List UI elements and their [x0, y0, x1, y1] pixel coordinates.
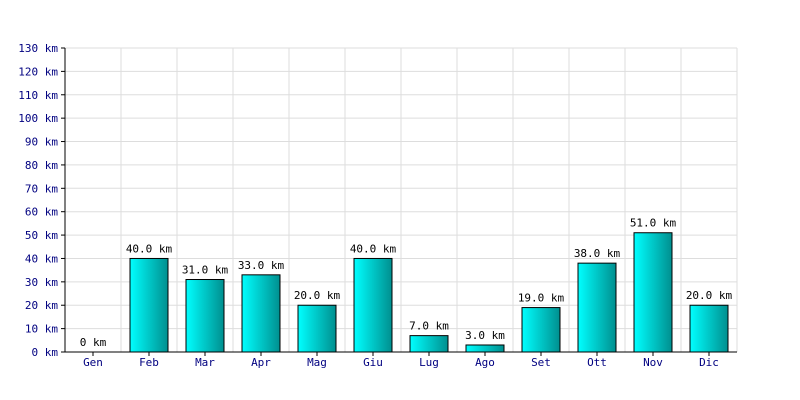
data-label-feb: 40.0 km [126, 242, 173, 255]
bar-mag [297, 304, 337, 353]
x-tick-labels: Gen Feb Mar Apr Mag Giu Lug Ago Set Ott Nov Dic [83, 356, 719, 369]
y-tick-label: 90 km [25, 136, 58, 149]
y-tick-label: 40 km [25, 252, 58, 265]
x-tick-label-nov: Nov [643, 356, 663, 369]
y-tick-label: 120 km [18, 65, 58, 78]
x-tick-label-giu: Giu [363, 356, 383, 369]
data-label-dic: 20.0 km [686, 289, 733, 302]
x-tick-label-ago: Ago [475, 356, 495, 369]
bar-dic [689, 304, 729, 353]
x-tick-label-feb: Feb [139, 356, 159, 369]
x-tick-label-mar: Mar [195, 356, 215, 369]
y-tick-label: 70 km [25, 182, 58, 195]
x-tick-label-ott: Ott [587, 356, 607, 369]
y-tick-label: 60 km [25, 206, 58, 219]
y-tick-label: 50 km [25, 229, 58, 242]
y-tick-label: 20 km [25, 299, 58, 312]
data-label-giu: 40.0 km [350, 242, 397, 255]
data-label-mag: 20.0 km [294, 289, 341, 302]
y-tick-label: 30 km [25, 276, 58, 289]
axes [61, 47, 737, 356]
bar-giu [353, 257, 393, 353]
x-tick-label-set: Set [531, 356, 551, 369]
x-tick-label-mag: Mag [307, 356, 327, 369]
y-tick-label: 110 km [18, 89, 58, 102]
data-label-ott: 38.0 km [574, 247, 621, 260]
bar-feb [129, 257, 169, 353]
data-labels: 0 km 40.0 km 31.0 km 33.0 km 20.0 km 40.0 km 7… [80, 217, 733, 349]
bar-lug [409, 335, 449, 353]
data-label-apr: 33.0 km [238, 259, 285, 272]
bar-mar [185, 279, 225, 353]
bar-apr [241, 274, 281, 353]
y-tick-label: 100 km [18, 112, 58, 125]
x-tick-label-lug: Lug [419, 356, 439, 369]
y-tick-labels: 0 km 10 km 20 km 30 km 40 km 50 km 60 km 70 km 8… [18, 42, 58, 359]
bar-set [521, 307, 561, 353]
grid [65, 47, 738, 352]
bar-nov [633, 232, 673, 353]
y-tick-label: 130 km [18, 42, 58, 55]
bar-ott [577, 262, 617, 353]
y-tick-label: 10 km [25, 323, 58, 336]
y-tick-label: 0 km [32, 346, 59, 359]
bars [129, 232, 729, 353]
bar-ago [465, 344, 505, 353]
data-label-set: 19.0 km [518, 292, 565, 305]
x-tick-label-dic: Dic [699, 356, 719, 369]
x-tick-label-gen: Gen [83, 356, 103, 369]
data-label-mar: 31.0 km [182, 264, 229, 277]
y-tick-label: 80 km [25, 159, 58, 172]
data-label-nov: 51.0 km [630, 217, 677, 230]
data-label-gen: 0 km [80, 336, 107, 349]
x-tick-label-apr: Apr [251, 356, 271, 369]
data-label-ago: 3.0 km [465, 329, 505, 342]
data-label-lug: 7.0 km [409, 320, 449, 333]
